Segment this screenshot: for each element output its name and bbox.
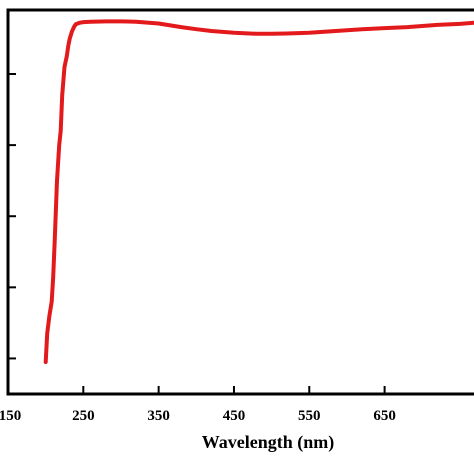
x-tick-label-250: 250 (72, 408, 95, 424)
x-tick-label-550: 550 (298, 408, 321, 424)
x-tick-label-350: 350 (147, 408, 170, 424)
series-line-0 (43, 19, 474, 364)
x-tick-label-150: 150 (0, 408, 21, 424)
series-layer (43, 19, 474, 364)
plot-frame (6, 8, 474, 396)
x-tick-label-450: 450 (223, 408, 246, 424)
x-tick-label-650: 650 (373, 408, 396, 424)
x-axis-ticks (7, 386, 386, 394)
x-axis-tick-labels: 150 250 350 450 550 650 (0, 408, 396, 424)
y-axis-ticks (8, 73, 16, 360)
x-axis-title: Wavelength (nm) (202, 432, 335, 453)
